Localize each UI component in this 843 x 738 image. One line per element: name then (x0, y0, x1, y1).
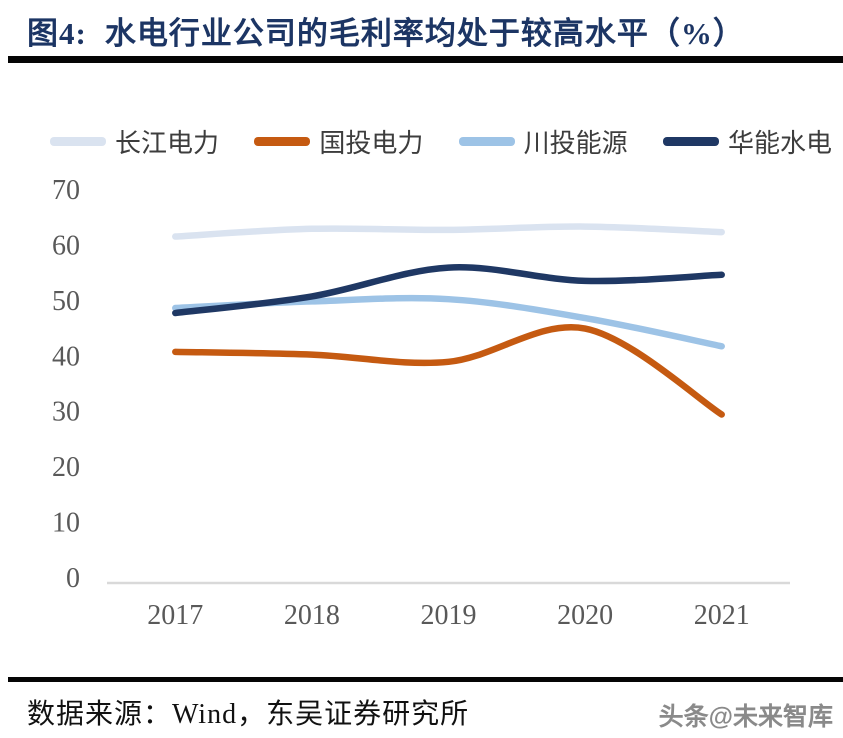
data-source-text: 数据来源：Wind，东吴证券研究所 (27, 699, 470, 730)
y-tick-label: 0 (66, 563, 80, 594)
chart-legend: 长江电力 国投电力 川投能源 华能水电 (50, 127, 832, 158)
y-tick-label: 40 (52, 341, 80, 372)
legend-swatch-icon (662, 136, 719, 146)
footer-divider-rule (8, 677, 843, 682)
title-divider-rule (8, 56, 843, 63)
x-tick-label: 2019 (421, 600, 477, 631)
legend-swatch-icon (458, 136, 515, 146)
x-tick-label: 2018 (284, 600, 340, 631)
series-line-4 (172, 264, 725, 317)
x-tick-label: 2021 (694, 600, 750, 631)
y-tick-label: 70 (52, 175, 80, 206)
line-chart: 0 10 20 30 40 50 60 70 2017 2018 2019 2020 2021 (52, 175, 790, 631)
y-tick-label: 20 (52, 452, 80, 483)
legend-item-4: 华能水电 (662, 123, 832, 160)
y-tick-label: 60 (52, 230, 80, 261)
legend-item-3: 川投能源 (458, 123, 628, 160)
figure-title-text: 水电行业公司的毛利率均处于较高水平（%） (104, 16, 745, 51)
legend-label: 长江电力 (115, 128, 220, 158)
y-tick-label: 30 (52, 397, 80, 428)
figure-title: 图4: 水电行业公司的毛利率均处于较高水平（%） (27, 8, 745, 53)
x-tick-label: 2020 (557, 600, 613, 631)
series-line-1 (172, 223, 725, 240)
y-tick-label: 50 (52, 286, 80, 317)
figure-number-label: 图4: (27, 16, 87, 51)
series-line-2 (172, 324, 725, 418)
legend-item-1: 长江电力 (50, 123, 219, 160)
watermark-text: 头条@未来智库 (658, 703, 833, 731)
legend-label: 川投能源 (523, 128, 628, 158)
legend-label: 华能水电 (727, 128, 832, 158)
y-tick-label: 10 (52, 508, 80, 539)
legend-swatch-icon (254, 136, 311, 146)
legend-swatch-icon (50, 136, 106, 146)
x-tick-label: 2017 (147, 600, 203, 631)
legend-label: 国投电力 (319, 128, 424, 158)
legend-item-2: 国投电力 (254, 123, 423, 160)
